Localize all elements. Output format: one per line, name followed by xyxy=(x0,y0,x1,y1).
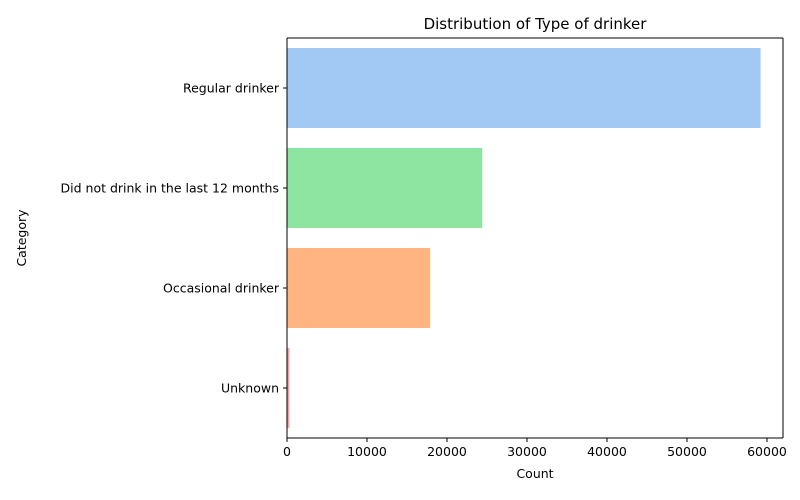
x-tick-label: 30000 xyxy=(507,444,547,459)
x-tick-label: 10000 xyxy=(347,444,387,459)
x-axis-ticks: 0 10000 20000 30000 40000 50000 60000 xyxy=(283,438,787,459)
y-tick-label: Regular drinker xyxy=(183,80,280,95)
bar-regular-drinker xyxy=(287,48,761,128)
x-tick-label: 50000 xyxy=(667,444,707,459)
x-tick-label: 0 xyxy=(283,444,291,459)
y-tick-label: Unknown xyxy=(221,380,279,395)
y-axis-ticks: Regular drinker Did not drink in the last… xyxy=(61,80,287,395)
y-axis-label: Category xyxy=(14,209,29,267)
bar-unknown xyxy=(287,348,290,428)
x-axis-label: Count xyxy=(516,466,553,481)
bar-did-not-drink-in-the-last-12-months xyxy=(287,148,483,228)
y-tick-label: Occasional drinker xyxy=(163,280,280,295)
x-tick-label: 20000 xyxy=(427,444,467,459)
y-tick-label: Did not drink in the last 12 months xyxy=(61,180,279,195)
x-tick-label: 60000 xyxy=(747,444,787,459)
bars-group xyxy=(287,48,761,428)
bar-occasional-drinker xyxy=(287,248,431,328)
chart-title: Distribution of Type of drinker xyxy=(424,15,648,33)
x-tick-label: 40000 xyxy=(587,444,627,459)
